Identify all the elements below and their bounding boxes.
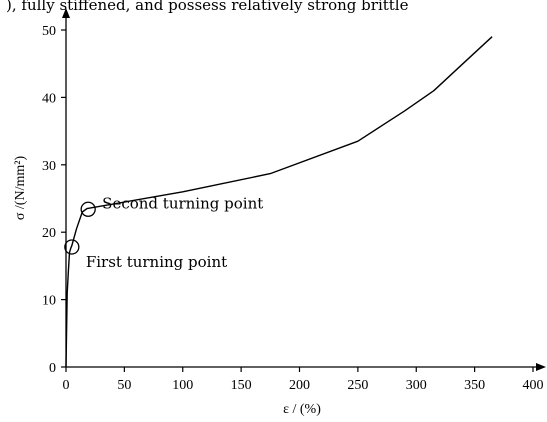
- axes: [62, 8, 546, 371]
- series-line: [65, 36, 493, 368]
- turning-point-label: First turning point: [86, 253, 227, 271]
- x-tick-label: 50: [117, 378, 131, 393]
- x-tick-label: 200: [289, 378, 310, 393]
- turning-point-marker: [80, 201, 96, 217]
- turning-point-label: Second turning point: [102, 194, 263, 212]
- y-tick-label: 40: [42, 91, 56, 106]
- x-tick-label: 150: [231, 378, 252, 393]
- x-axis-arrow: [536, 363, 546, 371]
- x-tick-label: 100: [172, 378, 193, 393]
- x-ticks: 0 50 100 150 200 250 300 350 400: [63, 367, 544, 393]
- x-tick-label: 350: [464, 378, 485, 393]
- turning-point-marker: [64, 239, 80, 255]
- y-tick-label: 30: [42, 159, 56, 174]
- y-axis-label: σ /(N/mm²): [13, 156, 28, 221]
- x-tick-label: 250: [347, 378, 368, 393]
- y-tick-label: 0: [49, 361, 56, 376]
- series-group: [65, 36, 493, 368]
- y-axis-arrow: [62, 8, 70, 18]
- x-axis-label: ε / (%): [283, 402, 321, 417]
- y-tick-label: 50: [42, 24, 56, 39]
- y-ticks: 0 10 20 30 40 50: [42, 24, 66, 376]
- x-tick-label: 0: [63, 378, 70, 393]
- y-tick-label: 20: [42, 226, 56, 241]
- top-text-fragment: ), fully stiffened, and possess relative…: [6, 0, 409, 14]
- x-tick-label: 300: [406, 378, 427, 393]
- x-tick-label: 400: [523, 378, 544, 393]
- annotations: First turning point Second turning point: [64, 194, 263, 271]
- y-tick-label: 10: [42, 294, 56, 309]
